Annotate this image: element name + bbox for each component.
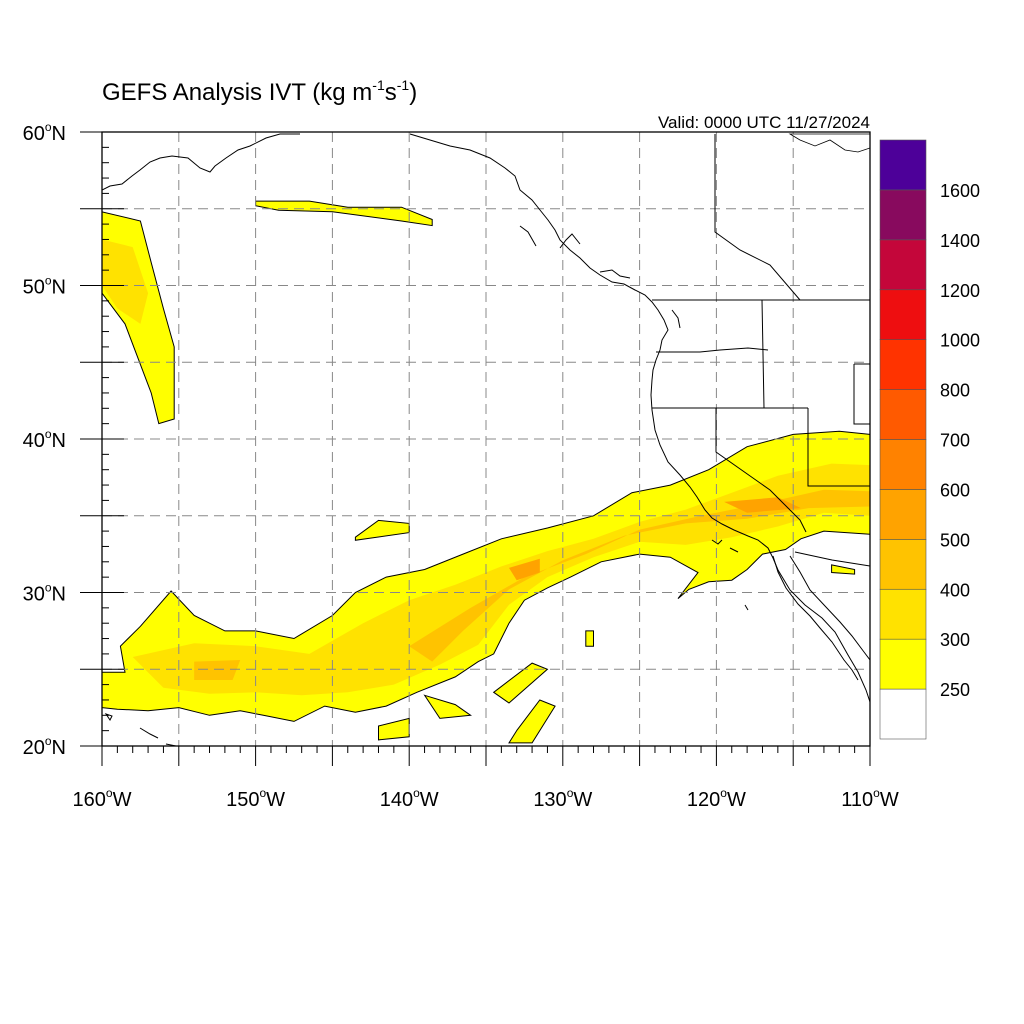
colorbar-label: 1000 xyxy=(940,331,980,351)
baja-peninsula xyxy=(772,555,870,681)
ivt-region-500-6 xyxy=(509,558,540,581)
ivt-region-250-10 xyxy=(423,694,472,719)
gulf-of-alaska-coast xyxy=(409,133,870,703)
colorbar-swatch xyxy=(879,289,927,340)
longitude-labels: 160oW 150oW 140oW 130oW 120oW 110oW xyxy=(73,786,899,811)
colorbar-swatch xyxy=(879,139,927,191)
lat-label: 40oN xyxy=(23,427,66,452)
arizona-mexico-border xyxy=(794,551,870,567)
bc-coast-detail xyxy=(519,225,681,329)
colorbar-swatch xyxy=(879,439,927,490)
map-ticks xyxy=(80,131,871,766)
colorbar-swatch xyxy=(879,489,927,540)
figure-title: GEFS Analysis IVT (kg m-1s-1) xyxy=(102,77,417,106)
north-america-coastline xyxy=(788,133,870,153)
ivt-region-250-11 xyxy=(378,717,410,741)
ivt-region-250-8 xyxy=(255,200,433,227)
lat-label: 20oN xyxy=(23,734,66,759)
alaska-coastline xyxy=(102,133,300,191)
colorbar xyxy=(879,139,927,740)
colorbar-label: 250 xyxy=(940,680,970,700)
colorbar-label: 1600 xyxy=(940,181,980,201)
lat-label: 60oN xyxy=(23,120,66,145)
ivt-region-250-13 xyxy=(508,699,556,744)
colorbar-label: 1200 xyxy=(940,281,980,301)
coastlines-and-borders xyxy=(102,133,870,746)
ivt-region-300-1 xyxy=(102,239,149,324)
oregon-washington-border xyxy=(656,347,769,353)
lon-label: 160oW xyxy=(73,786,132,811)
valid-time-label: Valid: 0000 UTC 11/27/2024 xyxy=(658,113,870,132)
ivt-region-400-4 xyxy=(194,660,241,680)
colorbar-swatch xyxy=(879,688,927,740)
ivt-region-250-14 xyxy=(585,630,594,647)
colorbar-swatch xyxy=(879,239,927,291)
nevada-idaho-border xyxy=(716,299,808,409)
latitude-labels: 60oN 50oN 40oN 30oN 20oN xyxy=(23,120,66,759)
lon-label: 120oW xyxy=(687,786,746,811)
colorbar-labels: 1600 1400 1200 1000 800 700 600 500 400 300 250 xyxy=(940,181,980,700)
colorbar-label: 300 xyxy=(940,630,970,650)
colorbar-swatch xyxy=(879,638,927,690)
lon-label: 130oW xyxy=(533,786,592,811)
ivt-region-250-12 xyxy=(492,662,549,704)
colorbar-swatch xyxy=(879,389,927,440)
colorbar-swatch xyxy=(879,339,927,390)
colorbar-swatch xyxy=(879,189,927,241)
lon-label: 140oW xyxy=(380,786,439,811)
lon-label: 110oW xyxy=(841,786,899,811)
colorbar-label: 600 xyxy=(940,480,970,500)
lat-label: 30oN xyxy=(23,581,66,606)
colorbar-label: 800 xyxy=(940,381,970,401)
ivt-region-400-5 xyxy=(409,489,870,662)
eastern-borders xyxy=(714,134,870,425)
colorbar-label: 700 xyxy=(940,431,970,451)
ivt-region-300-3 xyxy=(132,463,870,696)
channel-islands xyxy=(711,539,749,611)
ivt-region-250-15 xyxy=(831,564,856,575)
utah-arizona-border xyxy=(807,408,870,487)
ivt-region-250-9 xyxy=(354,519,410,541)
colorbar-swatch xyxy=(879,588,927,640)
lat-label: 50oN xyxy=(23,274,66,299)
colorbar-label: 500 xyxy=(940,530,970,550)
colorbar-swatch xyxy=(879,539,927,590)
lon-label: 150oW xyxy=(226,786,285,811)
colorbar-label: 1400 xyxy=(940,231,980,251)
hawaii-islands xyxy=(104,713,177,746)
colorbar-label: 400 xyxy=(940,580,970,600)
california-nevada-border xyxy=(652,407,807,533)
